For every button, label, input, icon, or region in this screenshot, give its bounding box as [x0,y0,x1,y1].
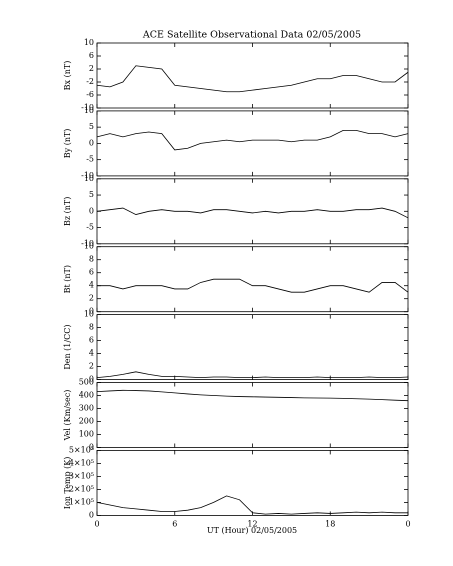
y-tick-label: 6 [89,51,94,60]
y-tick-label: 2 [89,294,94,303]
y-tick-label: 0 [89,138,94,147]
y-tick-label: -10 [81,171,94,180]
data-line [96,389,409,402]
y-tick-label: 2×10⁵ [69,484,94,493]
y-tick-label: 8 [89,323,94,332]
y-tick-label: 0 [89,375,94,384]
y-tick-label: 4 [89,349,94,358]
y-tick-label: 2 [89,362,94,371]
y-tick-label: 10 [84,242,94,251]
y-axis-label: Den (1/CC) [63,325,72,370]
y-axis-label: Ion Temp (K) [63,457,72,510]
y-tick-label: -10 [81,103,94,112]
y-tick-label: 10 [84,174,94,183]
x-tick-label: 0 [94,519,99,528]
y-tick-label: -5 [86,155,94,164]
y-tick-label: 6 [89,336,94,345]
x-tick-label: 18 [325,519,335,528]
y-tick-label: 0 [89,443,94,452]
y-tick-label: 6 [89,268,94,277]
data-line [96,65,409,93]
x-tick-label: 6 [172,519,177,528]
chart-title: ACE Satellite Observational Data 02/05/2… [142,30,361,41]
x-tick-label: 0 [405,519,410,528]
data-line [97,278,409,293]
x-tick-label: 12 [247,519,257,528]
y-tick-label: -5 [86,223,94,232]
y-tick-label: 4×10⁵ [69,458,94,467]
y-tick-label: 500 [79,378,94,387]
y-tick-label: 3×10⁵ [69,471,94,480]
y-tick-label: 10 [84,38,94,47]
y-tick-label: 400 [79,391,94,400]
y-axis-label: Bz (nT) [63,197,72,226]
y-tick-label: 300 [79,404,94,413]
x-axis-label: UT (Hour) 02/05/2005 [207,526,297,535]
y-tick-label: 2 [89,64,94,73]
y-axis-label: By (nT) [63,129,72,159]
y-axis-label: Bx (nT) [63,61,72,91]
y-tick-label: 200 [79,417,94,426]
y-tick-label: 0 [89,307,94,316]
y-tick-label: 100 [79,430,94,439]
data-line [96,207,409,219]
y-tick-label: 1×10⁵ [69,497,94,506]
data-line [96,371,409,379]
y-tick-label: 5×10⁵ [69,445,94,454]
y-tick-label: 8 [89,255,94,264]
y-tick-label: -2 [86,77,94,86]
y-tick-label: 10 [84,310,94,319]
y-axis-label: Bt (nT) [63,265,72,293]
data-line [96,130,409,151]
y-tick-label: 10 [84,106,94,115]
y-tick-label: 5 [89,190,94,199]
y-tick-label: 5 [89,122,94,131]
y-tick-label: -6 [86,90,94,99]
data-line [96,495,408,515]
y-axis-label: Vel (Km/sec) [63,390,72,442]
y-tick-label: 0 [89,206,94,215]
y-tick-label: 0 [89,510,94,519]
y-tick-label: 4 [89,281,94,290]
y-tick-label: -10 [81,239,94,248]
